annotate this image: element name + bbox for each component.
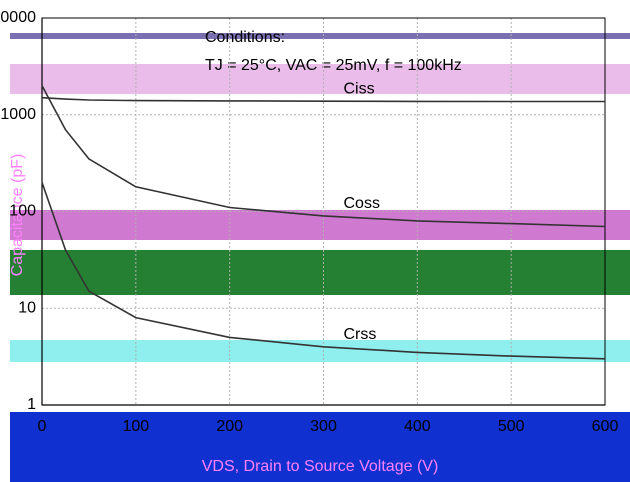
glitch-band	[10, 250, 630, 295]
x-tick-label: 600	[592, 418, 619, 435]
glitch-band	[10, 64, 630, 94]
y-tick-label: 1000	[0, 106, 36, 123]
y-axis-label: Capacitance (pF)	[9, 154, 26, 277]
series-label: Ciss	[344, 80, 375, 97]
x-tick-label: 300	[310, 418, 337, 435]
conditions-text: TJ = 25°C, VAC = 25mV, f = 100kHz	[205, 57, 462, 74]
series-line	[41, 85, 606, 228]
series-line	[41, 182, 606, 360]
series-line	[41, 96, 605, 103]
x-tick-label: 400	[404, 418, 431, 435]
x-axis-label: VDS, Drain to Source Voltage (V)	[202, 458, 439, 475]
plot-frame	[41, 17, 606, 406]
glitch-band	[10, 340, 630, 362]
y-tick-label: 10	[18, 299, 36, 316]
glitch-band	[10, 412, 630, 482]
x-tick-label: 100	[122, 418, 149, 435]
x-tick-label: 500	[498, 418, 525, 435]
series-label: Coss	[344, 195, 380, 212]
conditions-title: Conditions:	[205, 29, 285, 46]
x-tick-label: 0	[38, 418, 47, 435]
y-tick-label: 100	[9, 203, 36, 220]
y-tick-label: 1	[27, 396, 36, 413]
series-label: Crss	[344, 326, 377, 343]
x-tick-label: 200	[216, 418, 243, 435]
glitch-band	[10, 33, 630, 39]
